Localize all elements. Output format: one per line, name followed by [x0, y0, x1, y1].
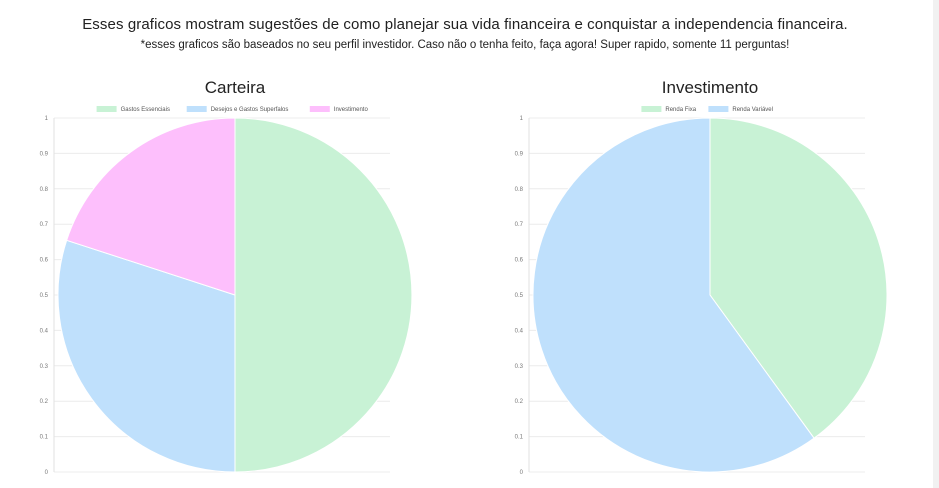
chart-0-y-tick-label: 0.5	[40, 293, 49, 299]
chart-1-slice-renda-variavel[interactable]	[532, 117, 815, 473]
chart-1-y-tick-label: 0.9	[515, 151, 524, 157]
chart-1-y-tick-label: 0.2	[515, 399, 524, 405]
chart-0-slice-gastos-essenciais[interactable]	[234, 117, 413, 473]
chart-0-slice-desejos-e-gastos-superfalos[interactable]	[57, 239, 236, 473]
chart-0-y-tick-label: 0.1	[40, 435, 49, 441]
chart-1-title: Investimento	[662, 78, 758, 97]
chart-1-y-tick-label: 0.5	[515, 293, 524, 299]
chart-0-y-tick-label: 0.3	[40, 364, 49, 370]
chart-0-legend-swatch-investimento[interactable]	[309, 106, 330, 112]
chart-0-y-tick-label: 0.8	[40, 187, 49, 193]
chart-1-y-tick-label: 1	[520, 116, 524, 122]
chart-1-y-tick-label: 0.6	[515, 258, 524, 264]
chart-0-legend-label-investimento[interactable]: Investimento	[334, 107, 369, 113]
chart-1-y-tick-label: 0.8	[515, 187, 524, 193]
chart-0-y-tick-label: 0.9	[40, 151, 49, 157]
page-header: Esses graficos mostram sugestões de como…	[0, 16, 930, 51]
chart-1-y-tick-label: 0.4	[515, 328, 524, 334]
chart-0-legend-swatch-desejos-e-gastos-superfalos[interactable]	[186, 106, 207, 112]
chart-0-y-tick-label: 0.7	[40, 222, 49, 228]
chart-1-legend-swatch-renda-variavel[interactable]	[708, 106, 729, 112]
chart-0-slice-investimento[interactable]	[66, 117, 236, 296]
chart-0-legend-label-gastos-essenciais[interactable]: Gastos Essenciais	[121, 107, 170, 113]
chart-0-y-tick-label: 0.2	[40, 399, 49, 405]
page-subline: *esses graficos são baseados no seu perf…	[140, 39, 790, 51]
investimento-pie-chart: Investimento 0 0.1 0.2 0.3 0.4 0.5 0.6 0.7 0.8 0.9…	[515, 78, 888, 476]
page-scrollbar[interactable]	[933, 0, 939, 488]
chart-0-title: Carteira	[205, 78, 266, 97]
chart-0-legend-label-desejos-e-gastos-superfalos[interactable]: Desejos e Gastos Superfalos	[211, 107, 289, 113]
chart-0-y-tick-label: 1	[45, 116, 49, 122]
chart-1-legend-swatch-renda-fixa[interactable]	[641, 106, 662, 112]
chart-0-y-tick-label: 0	[45, 470, 49, 476]
chart-1-legend-label-renda-variavel[interactable]: Renda Variável	[732, 107, 773, 113]
chart-1-y-tick-label: 0	[520, 470, 524, 476]
carteira-pie-chart: Carteira 0 0.1 0.2 0.3 0.4 0.5 0.6 0.7 0.8 0.9 1 Gas…	[40, 78, 413, 476]
chart-1-legend-label-renda-fixa[interactable]: Renda Fixa	[665, 107, 696, 113]
chart-0-y-tick-label: 0.6	[40, 258, 49, 264]
chart-1-slice-renda-fixa[interactable]	[709, 117, 888, 439]
chart-1-y-tick-label: 0.7	[515, 222, 524, 228]
chart-0-legend-swatch-gastos-essenciais[interactable]	[96, 106, 117, 112]
chart-1-y-tick-label: 0.1	[515, 435, 524, 441]
page-headline: Esses graficos mostram sugestões de como…	[82, 16, 848, 33]
chart-1-y-tick-label: 0.3	[515, 364, 524, 370]
chart-0-y-tick-label: 0.4	[40, 328, 49, 334]
